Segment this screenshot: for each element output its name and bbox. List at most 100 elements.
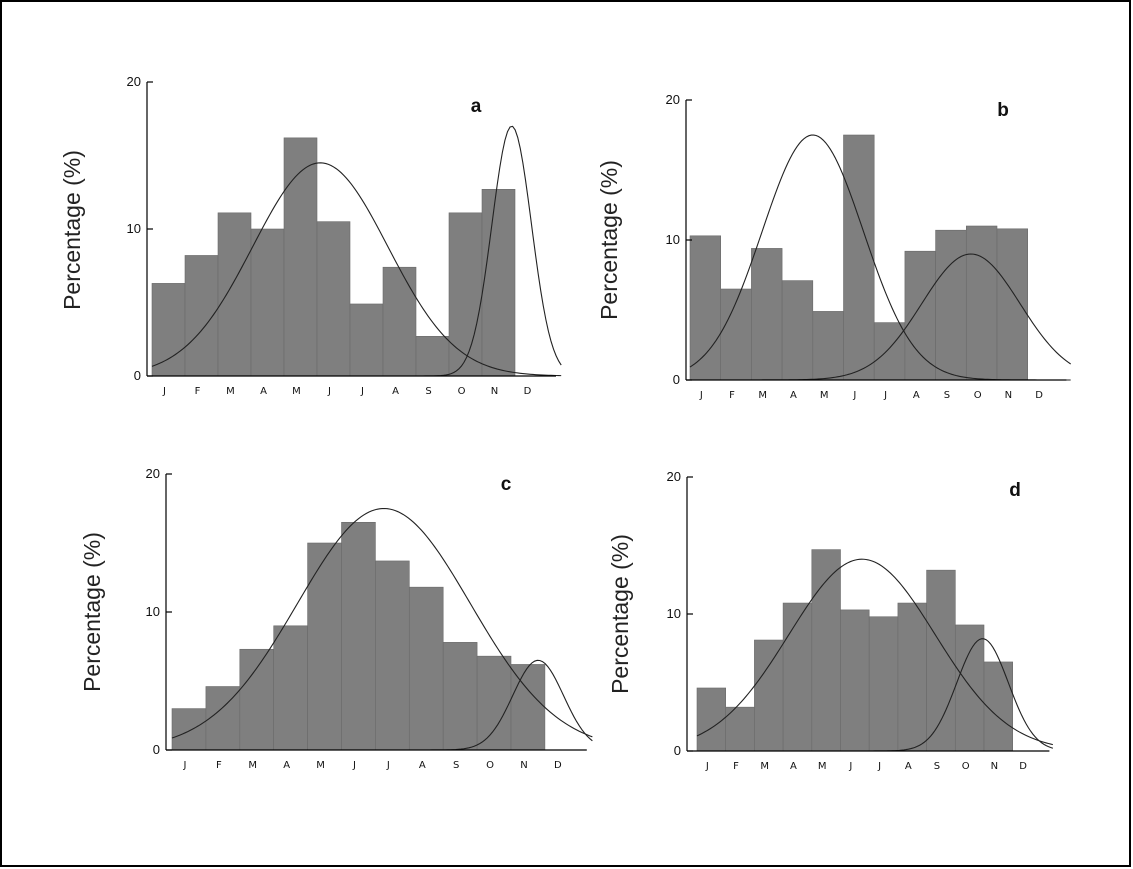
panel-label: b <box>997 100 1009 121</box>
y-axis-label: Percentage (%) <box>607 534 633 694</box>
x-tick-label: A <box>790 761 797 772</box>
y-tick-label: 20 <box>667 469 681 484</box>
bar-a-8 <box>897 602 927 752</box>
x-tick-label: N <box>491 386 498 397</box>
x-tick-label: F <box>216 760 222 771</box>
y-tick-label: 20 <box>146 466 160 481</box>
x-tick-label: A <box>260 386 267 397</box>
y-tick-label: 10 <box>666 232 680 247</box>
bar-m-3 <box>751 248 783 381</box>
bar-o-10 <box>965 225 998 381</box>
x-tick-label: A <box>392 386 399 397</box>
bar-a-8 <box>904 250 936 381</box>
panel-label: a <box>471 96 482 117</box>
bar-n-11 <box>510 664 546 751</box>
x-tick-label: J <box>883 390 887 401</box>
x-tick-label: M <box>758 390 767 401</box>
x-tick-label: A <box>905 761 912 772</box>
bar-o-10 <box>954 624 985 752</box>
x-tick-label: A <box>913 390 920 401</box>
fitted-curve-1 <box>696 558 1054 746</box>
bar-j-6 <box>840 609 870 752</box>
x-tick-label: D <box>524 386 532 397</box>
y-axis-label: Percentage (%) <box>79 532 105 692</box>
bar-n-11 <box>996 228 1029 381</box>
bar-a-4 <box>250 228 285 377</box>
x-tick-label: D <box>1035 390 1043 401</box>
x-tick-label: J <box>352 760 356 771</box>
x-tick-label: A <box>283 760 290 771</box>
x-tick-label: J <box>360 386 364 397</box>
bar-j-6 <box>316 221 351 377</box>
x-tick-label: J <box>852 390 856 401</box>
bar-s-9 <box>926 569 956 752</box>
bar-j-7 <box>349 303 384 377</box>
x-tick-label: S <box>425 386 431 397</box>
x-tick-label: M <box>760 761 769 772</box>
y-tick-label: 0 <box>674 743 681 758</box>
x-tick-label: S <box>934 761 940 772</box>
x-tick-label: J <box>705 761 709 772</box>
x-tick-label: O <box>486 760 494 771</box>
x-tick-label: N <box>1005 390 1012 401</box>
x-tick-label: S <box>453 760 459 771</box>
x-tick-label: M <box>316 760 325 771</box>
chart-panel-a: 0 10 20 J F M A M J J A S O N D Percentage (%) a <box>59 74 562 397</box>
panel-label: c <box>501 474 512 495</box>
bar-a-8 <box>382 266 417 377</box>
bar-s-9 <box>442 642 478 751</box>
bar-o-10 <box>476 655 512 751</box>
y-tick-label: 0 <box>134 368 141 383</box>
x-tick-label: M <box>818 761 827 772</box>
panel-label: d <box>1009 480 1021 501</box>
x-tick-label: M <box>226 386 235 397</box>
bar-j-1 <box>696 687 727 752</box>
x-tick-label: F <box>195 386 201 397</box>
bar-o-10 <box>448 212 483 377</box>
x-tick-label: O <box>962 761 970 772</box>
x-tick-label: F <box>733 761 739 772</box>
bar-j-6 <box>341 521 376 751</box>
fitted-curve-1 <box>151 162 562 377</box>
bar-j-7 <box>868 616 899 752</box>
bar-m-5 <box>307 542 342 751</box>
x-tick-label: M <box>820 390 829 401</box>
chart-panel-b: 0 10 20 J F M A M J J A S O N D Percentage (%) b <box>596 92 1071 401</box>
x-tick-label: A <box>790 390 797 401</box>
bar-j-1 <box>171 708 207 751</box>
bar-m-5 <box>811 549 841 752</box>
bar-a-8 <box>408 586 444 751</box>
bar-m-3 <box>239 648 275 751</box>
y-axis-label: Percentage (%) <box>59 150 85 310</box>
x-tick-label: J <box>877 761 881 772</box>
bar-f-2 <box>720 288 752 381</box>
x-tick-label: A <box>419 760 426 771</box>
x-tick-label: O <box>458 386 466 397</box>
bar-j-1 <box>151 283 186 377</box>
bar-n-11 <box>481 189 516 377</box>
x-tick-label: J <box>848 761 852 772</box>
chart-panel-c: 0 10 20 J F M A M J J A S O N D Percentage (%) c <box>79 466 593 771</box>
bar-m-3 <box>754 639 784 752</box>
x-tick-label: F <box>729 390 735 401</box>
bar-j-7 <box>375 560 410 751</box>
bar-f-2 <box>205 686 241 751</box>
x-tick-label: S <box>944 390 950 401</box>
x-tick-label: J <box>182 760 186 771</box>
bar-s-9 <box>935 229 967 381</box>
x-tick-label: M <box>248 760 257 771</box>
bar-j-7 <box>873 322 906 381</box>
bar-j-1 <box>689 235 722 381</box>
bar-a-4 <box>781 280 814 381</box>
x-tick-label: J <box>327 386 331 397</box>
y-tick-label: 0 <box>673 372 680 387</box>
y-tick-label: 10 <box>127 221 141 236</box>
bar-a-4 <box>782 602 813 752</box>
x-tick-label: M <box>292 386 301 397</box>
x-tick-label: D <box>554 760 562 771</box>
y-axis-label: Percentage (%) <box>596 160 622 320</box>
y-tick-label: 0 <box>153 742 160 757</box>
x-tick-label: N <box>991 761 998 772</box>
